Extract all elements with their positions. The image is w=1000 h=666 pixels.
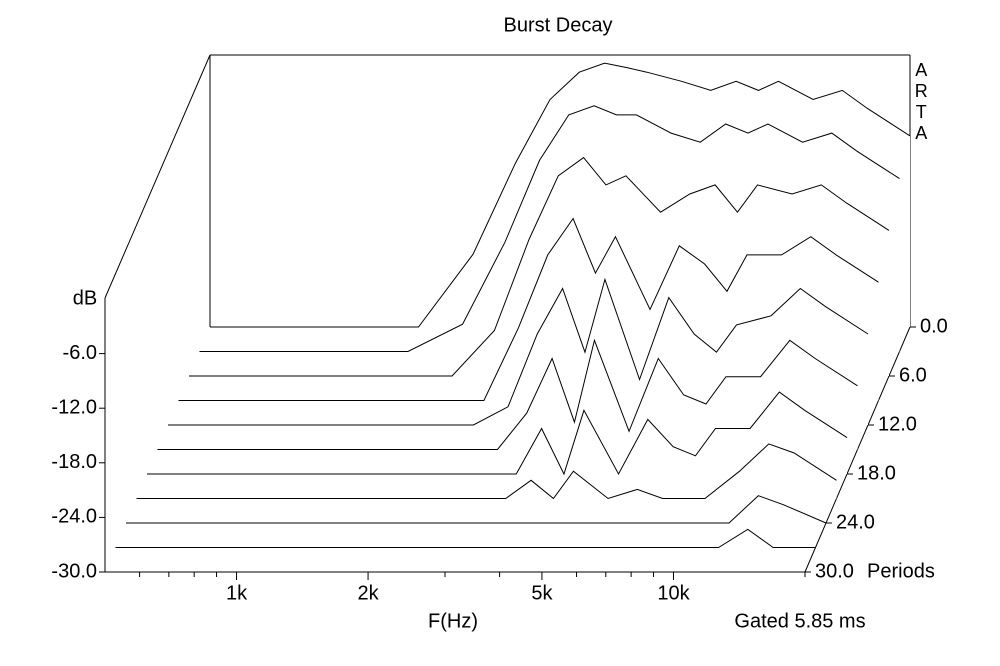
z-tick-label: 18.0: [857, 462, 896, 484]
y-axis-label: dB: [73, 287, 97, 309]
y-tick-label: -18.0: [51, 451, 97, 473]
decay-slice: [147, 391, 848, 476]
x-axis-label: F(Hz): [428, 610, 478, 632]
y-tick-label: -24.0: [51, 506, 97, 528]
watermark: ARTA: [911, 60, 931, 144]
z-tick-label: 12.0: [878, 413, 917, 435]
decay-slice: [178, 217, 879, 401]
x-tick-label: 10k: [657, 582, 690, 604]
slice-fill: [157, 340, 858, 450]
x-tick-label: 1k: [226, 582, 248, 604]
x-tick-label: 2k: [358, 582, 380, 604]
y-tick-label: -6.0: [63, 342, 97, 364]
z-tick-label: 24.0: [836, 511, 875, 533]
gate-note: Gated 5.85 ms: [734, 610, 865, 632]
z-axis-label: Periods: [867, 560, 935, 582]
decay-slice: [115, 528, 816, 548]
y-tick-label: -30.0: [51, 560, 97, 582]
slice-fill: [147, 392, 847, 474]
decay-slice: [126, 495, 827, 524]
side-edge: [104, 54, 211, 299]
z-tick-label: 6.0: [899, 364, 927, 386]
z-tick-label: 0.0: [920, 315, 948, 337]
slice-fill: [136, 443, 837, 499]
slice-fill: [168, 279, 868, 425]
y-tick-label: -12.0: [51, 396, 97, 418]
chart-title: Burst Decay: [504, 14, 613, 36]
decay-slice: [199, 105, 900, 352]
decay-slice: [210, 62, 911, 328]
decay-slice: [157, 338, 858, 450]
decay-slice: [136, 443, 837, 500]
decay-slice: [189, 156, 890, 377]
decay-slice: [168, 277, 869, 426]
z-tick-label: 30.0: [815, 560, 854, 582]
x-tick-label: 5k: [531, 582, 553, 604]
